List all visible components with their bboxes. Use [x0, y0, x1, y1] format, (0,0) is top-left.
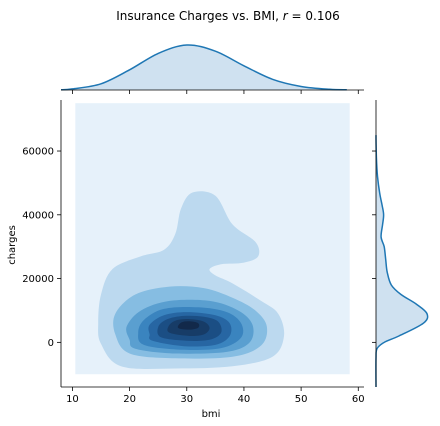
right-marginal-fill — [375, 135, 428, 387]
y-tick-label: 60000 — [22, 147, 54, 158]
x-tick-label: 30 — [180, 394, 193, 405]
y-axis-label: charges — [7, 225, 18, 265]
x-tick-label: 20 — [123, 394, 136, 405]
right-marginal-density — [372, 100, 429, 388]
y-tick-label: 40000 — [22, 210, 54, 221]
y-tick-label: 20000 — [22, 274, 54, 285]
chart-title: Insurance Charges vs. BMI, r = 0.106 — [116, 9, 340, 23]
right-marginal-line — [375, 135, 429, 388]
top-marginal-fill — [61, 44, 347, 90]
x-tick-label: 60 — [352, 394, 365, 405]
x-tick-label: 50 — [295, 394, 308, 405]
joint-kde-plot: 10 20 30 40 50 60 0 20000 40000 60000 — [22, 100, 365, 405]
top-marginal-line — [60, 44, 347, 91]
top-marginal-density — [60, 44, 364, 94]
x-axis-label: bmi — [202, 409, 221, 420]
x-tick-label: 40 — [238, 394, 251, 405]
y-tick-label: 0 — [48, 338, 54, 349]
x-tick-label: 10 — [66, 394, 79, 405]
density-contour-level-8 — [177, 321, 200, 330]
